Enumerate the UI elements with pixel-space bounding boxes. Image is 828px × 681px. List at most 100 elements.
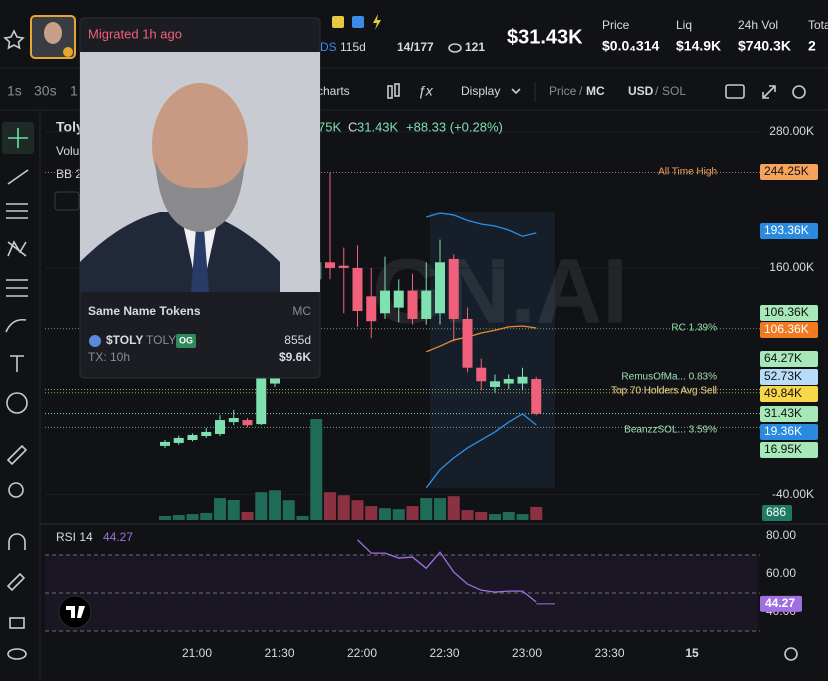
rsi-tick-label: 60.00 xyxy=(766,566,796,580)
fib-tool[interactable] xyxy=(6,203,28,219)
volume-bar xyxy=(392,509,405,520)
volume-bar xyxy=(434,498,446,520)
collapse-button[interactable] xyxy=(54,191,80,211)
ohlc-legend: +88.33 (+0.28%) xyxy=(406,119,503,134)
candle-body xyxy=(476,367,487,382)
price-box-label: 16.95K xyxy=(764,442,802,456)
lock-tool[interactable] xyxy=(9,617,25,629)
candle-body xyxy=(187,435,198,440)
candle-body xyxy=(393,290,404,308)
candle-body xyxy=(366,296,377,322)
stat-value: $0.0₄314 xyxy=(602,38,659,54)
rsi-box-label: 44.27 xyxy=(765,596,795,610)
rsi-current: 44.27 xyxy=(103,530,133,544)
price-box xyxy=(760,369,818,385)
candle-body xyxy=(503,379,514,384)
brush-tool[interactable] xyxy=(5,318,27,333)
indicator-icon xyxy=(394,83,400,97)
candle-body xyxy=(173,437,184,443)
token-name[interactable]: $TOLY xyxy=(106,333,143,347)
x-tick-label: 23:00 xyxy=(512,646,542,660)
interval[interactable]: 1s xyxy=(7,83,22,99)
lock-draw-tool[interactable] xyxy=(6,572,26,592)
interval[interactable]: 30s xyxy=(34,83,57,99)
chevron xyxy=(511,88,521,95)
header-icon xyxy=(332,16,344,28)
avatar-badge xyxy=(63,47,73,57)
volume-box xyxy=(762,505,792,521)
interval[interactable]: 1 xyxy=(70,83,78,99)
price-box-label: 52.73K xyxy=(764,369,802,383)
avatar-face xyxy=(44,22,62,44)
charts-button[interactable]: charts xyxy=(317,84,350,98)
hide-tool[interactable] xyxy=(7,648,27,660)
text-tool[interactable] xyxy=(10,355,24,372)
magnet-tool[interactable] xyxy=(8,533,26,550)
rsi-label: RSI 14 xyxy=(56,530,93,544)
fullscreen-icon[interactable] xyxy=(762,85,776,99)
x-tick-label: 22:30 xyxy=(429,646,459,660)
mc-toggle[interactable]: MC xyxy=(586,84,605,98)
level-label: RemusOfMa... 0.83% xyxy=(621,372,717,383)
header-icon xyxy=(352,16,364,28)
axis-settings[interactable] xyxy=(784,647,798,661)
header-watchers: 121 xyxy=(465,40,485,54)
stat-value: 2 xyxy=(808,38,816,54)
line-tool[interactable] xyxy=(7,169,29,185)
projection-tool[interactable] xyxy=(6,279,28,297)
popup-status: Migrated 1h ago xyxy=(88,26,182,41)
slash: / xyxy=(579,84,583,98)
fx-icon[interactable]: ƒx xyxy=(418,83,434,99)
emoji-tool[interactable] xyxy=(6,392,28,414)
favorite-star[interactable] xyxy=(3,29,25,50)
volume-bar xyxy=(324,492,336,520)
volume-bar xyxy=(172,515,185,520)
bb-shade xyxy=(430,212,555,488)
rsi-band xyxy=(45,555,758,631)
volume-bar xyxy=(255,492,268,520)
volume-bar xyxy=(186,514,199,520)
bb_upper-line xyxy=(426,212,537,237)
candle-body xyxy=(215,420,225,434)
screenshot-icon[interactable] xyxy=(725,84,745,99)
rsi-box xyxy=(760,595,802,612)
volume-bar xyxy=(337,495,350,520)
overlay: Migrated 1h ago Same Name Tokens MC $TOLY TO… xyxy=(79,17,321,379)
settings-icon[interactable] xyxy=(792,85,806,99)
ruler-tool[interactable] xyxy=(6,444,28,466)
volume-bar xyxy=(351,500,364,520)
x-tick-label: 15 xyxy=(685,646,699,660)
display-button[interactable]: Display xyxy=(461,84,500,98)
stat-label: 24h Vol xyxy=(738,18,778,32)
price-box-label: 19.36K xyxy=(764,424,802,438)
bb_lower-line xyxy=(425,413,537,489)
price-box xyxy=(760,406,818,422)
rsi-tick-label: 80.00 xyxy=(766,528,796,542)
ohlc-legend: C xyxy=(348,119,357,134)
level-label: BeanzzSOL... 3.59% xyxy=(624,425,717,436)
price-box-label: 64.27K xyxy=(764,351,802,365)
pattern-tool[interactable] xyxy=(7,240,27,257)
rsi-line xyxy=(357,539,537,603)
y-tick-label: 160.00K xyxy=(769,260,814,274)
toolbar: 1s 30s 1 charts ƒx Display Price / MC US… xyxy=(7,82,806,102)
eye-icon xyxy=(448,43,462,53)
stat-label: Liq xyxy=(676,18,692,32)
usd-toggle[interactable]: USD xyxy=(628,84,654,98)
sol-toggle[interactable]: SOL xyxy=(662,84,686,98)
zoom-tool[interactable] xyxy=(8,482,24,498)
stat-value: $740.3K xyxy=(738,38,791,54)
token-badge: OG xyxy=(179,335,193,345)
candle-body xyxy=(325,262,335,268)
price-box xyxy=(760,305,818,321)
volume-bar xyxy=(214,498,226,520)
indicator-icon[interactable] xyxy=(387,85,393,99)
photo-tie xyxy=(191,228,209,292)
token-age: 855d xyxy=(284,333,311,347)
candle-body xyxy=(380,290,390,314)
volume-bar xyxy=(241,511,254,520)
price-box-label: 106.36K xyxy=(764,322,809,336)
candle-body xyxy=(407,290,418,319)
price-toggle[interactable]: Price xyxy=(549,84,577,98)
